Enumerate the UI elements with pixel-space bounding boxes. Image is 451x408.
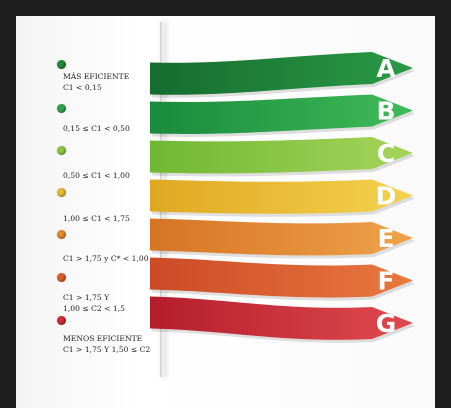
legend-dot-3 xyxy=(57,188,66,197)
band-e xyxy=(150,218,413,256)
legend-text-6-line1: MENOS EFICIENTE xyxy=(63,334,143,343)
legend-text-1-line1: 0,15 ≤ C1 < 0,50 xyxy=(63,124,130,133)
band-g xyxy=(150,296,413,340)
legend-text-5-line2: 1,00 ≤ C2 < 1,5 xyxy=(63,304,126,313)
band-a xyxy=(150,52,413,95)
band-letter-d: D xyxy=(376,182,397,211)
band-d xyxy=(150,179,413,214)
legend-dot-2 xyxy=(57,146,66,155)
legend-dot-0 xyxy=(57,60,66,69)
band-f xyxy=(150,257,413,298)
band-letter-g: G xyxy=(376,309,397,338)
legend-text-3-line1: 1,00 ≤ C1 < 1,75 xyxy=(63,214,130,223)
legend-dot-1 xyxy=(57,104,66,113)
legend-text-6-line2: C1 > 1,75 Y 1,50 ≤ C2 xyxy=(63,345,151,354)
band-letter-a: A xyxy=(376,54,396,83)
legend-text-0-line2: C1 < 0,15 xyxy=(63,83,102,92)
legend-text-0-line1: MÁS EFICIENTE xyxy=(63,72,130,81)
legend-dot-5 xyxy=(57,273,66,282)
band-letter-b: B xyxy=(376,97,395,126)
band-c xyxy=(150,137,413,174)
legend-text-5-line1: C1 > 1,75 Y xyxy=(63,293,110,302)
band-letter-f: F xyxy=(377,267,394,296)
legend-dot-6 xyxy=(57,316,66,325)
legend-text-2-line1: 0,50 ≤ C1 < 1,00 xyxy=(63,171,130,180)
band-letter-e: E xyxy=(377,224,394,253)
band-letter-c: C xyxy=(377,139,395,168)
legend-text-4-line1: C1 > 1,75 y C* < 1,00 xyxy=(63,254,149,263)
legend-dot-4 xyxy=(57,230,66,239)
band-b xyxy=(150,94,413,134)
